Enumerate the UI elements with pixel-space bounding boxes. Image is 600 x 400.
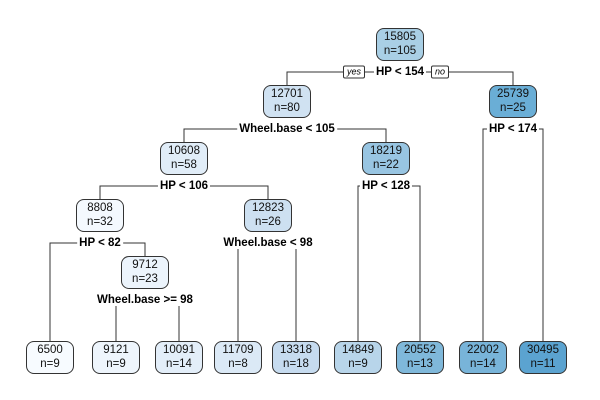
tree-node: 18219 n=22 <box>362 142 410 175</box>
node-value: 30495 <box>527 344 559 356</box>
node-count: n=14 <box>470 358 496 370</box>
node-value: 12823 <box>252 202 284 214</box>
node-value: 15805 <box>384 31 416 43</box>
split-label: HP < 128 <box>359 180 413 192</box>
node-value: 6500 <box>37 344 63 356</box>
node-value: 10091 <box>163 344 195 356</box>
node-value: 11709 <box>222 344 254 356</box>
node-count: n=25 <box>500 102 526 114</box>
node-count: n=11 <box>530 358 556 370</box>
node-value: 20552 <box>404 344 436 356</box>
node-value: 14849 <box>342 344 374 356</box>
node-count: n=105 <box>383 45 417 57</box>
split-label: HP < 106 <box>157 180 211 192</box>
node-value: 9712 <box>132 259 158 271</box>
leaf-node: 14849 n=9 <box>334 341 382 374</box>
node-count: n=9 <box>348 358 368 370</box>
node-count: n=22 <box>373 159 399 171</box>
split-label: HP < 82 <box>77 237 123 249</box>
node-value: 9121 <box>103 344 129 356</box>
node-count: n=9 <box>106 358 126 370</box>
branch-line <box>115 299 180 341</box>
branch-line <box>357 185 421 341</box>
yes-branch-label: yes <box>342 65 366 79</box>
node-value: 12701 <box>271 88 303 100</box>
split-label: Wheel.base < 98 <box>221 237 315 249</box>
leaf-node: 9121 n=9 <box>92 341 140 374</box>
node-value: 22002 <box>467 344 499 356</box>
node-value: 10608 <box>168 145 200 157</box>
node-count: n=8 <box>228 358 248 370</box>
tree-node: 9712 n=23 <box>121 256 169 289</box>
leaf-node: 10091 n=14 <box>155 341 203 374</box>
leaf-node: 11709 n=8 <box>214 341 262 374</box>
leaf-node: 6500 n=9 <box>26 341 74 374</box>
tree-node: 25739 n=25 <box>489 85 537 118</box>
tree-node: 15805 n=105 <box>376 28 424 61</box>
no-branch-label: no <box>430 65 450 79</box>
node-count: n=9 <box>40 358 60 370</box>
node-count: n=14 <box>166 358 192 370</box>
node-value: 8808 <box>87 202 113 214</box>
node-count: n=23 <box>132 273 158 285</box>
branch-line <box>237 242 297 341</box>
tree-node: 8808 n=32 <box>76 199 124 232</box>
node-count: n=58 <box>171 159 197 171</box>
tree-node: 10608 n=58 <box>160 142 208 175</box>
leaf-node: 30495 n=11 <box>519 341 567 374</box>
node-count: n=32 <box>87 216 113 228</box>
node-count: n=13 <box>407 358 433 370</box>
split-label: HP < 174 <box>486 123 540 135</box>
tree-node: 12701 n=80 <box>263 85 311 118</box>
leaf-node: 22002 n=14 <box>459 341 507 374</box>
node-count: n=26 <box>255 216 281 228</box>
node-count: n=18 <box>283 358 309 370</box>
branch-line <box>482 128 544 341</box>
leaf-node: 20552 n=13 <box>396 341 444 374</box>
node-value: 18219 <box>370 145 402 157</box>
node-count: n=80 <box>274 102 300 114</box>
tree-node: 12823 n=26 <box>244 199 292 232</box>
leaf-node: 13318 n=18 <box>272 341 320 374</box>
split-label: Wheel.base >= 98 <box>95 294 195 306</box>
split-label: HP < 154 <box>373 66 427 78</box>
node-value: 25739 <box>497 88 529 100</box>
node-value: 13318 <box>280 344 312 356</box>
split-label: Wheel.base < 105 <box>237 123 337 135</box>
